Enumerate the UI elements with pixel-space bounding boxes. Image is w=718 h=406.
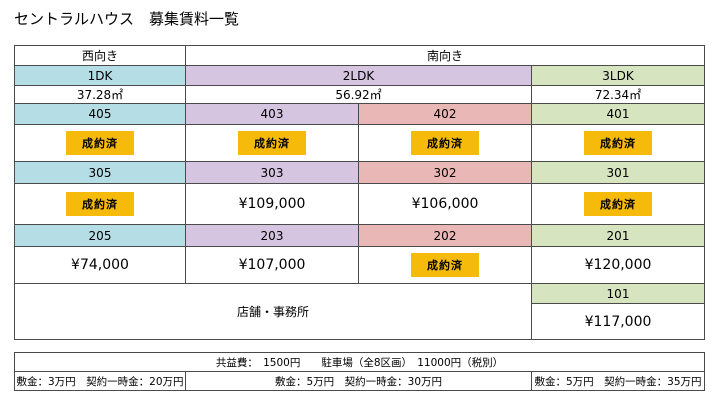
type-1dk: 1DK bbox=[14, 65, 186, 86]
deposit-3ldk: 敷金：5万円 契約一時金：35万円 bbox=[531, 371, 705, 391]
unit-403: 403 bbox=[185, 103, 359, 125]
unit-203: 203 bbox=[185, 224, 359, 247]
area-3ldk: 72.34㎡ bbox=[531, 85, 705, 104]
unit-201: 201 bbox=[531, 224, 705, 247]
contracted-badge: 成約済 bbox=[66, 131, 134, 155]
area-2ldk: 56.92㎡ bbox=[185, 85, 532, 104]
type-2ldk: 2LDK bbox=[185, 65, 532, 86]
contracted-badge: 成約済 bbox=[238, 131, 306, 155]
unit-402-status: 成約済 bbox=[358, 124, 532, 162]
unit-305-status: 成約済 bbox=[14, 183, 186, 225]
header-south: 南向き bbox=[185, 45, 705, 66]
contracted-badge: 成約済 bbox=[411, 253, 479, 277]
unit-101-price: ¥117,000 bbox=[531, 303, 705, 340]
unit-301-status: 成約済 bbox=[531, 183, 705, 225]
contracted-badge: 成約済 bbox=[584, 131, 652, 155]
fees-info: 共益費： 1500円 駐車場（全8区画） 11000円（税別） bbox=[14, 352, 705, 372]
unit-202-status: 成約済 bbox=[358, 246, 532, 284]
unit-302-price: ¥106,000 bbox=[358, 183, 532, 225]
unit-301: 301 bbox=[531, 161, 705, 184]
unit-202: 202 bbox=[358, 224, 532, 247]
area-1dk: 37.28㎡ bbox=[14, 85, 186, 104]
type-3ldk: 3LDK bbox=[531, 65, 705, 86]
unit-405: 405 bbox=[14, 103, 186, 125]
unit-305: 305 bbox=[14, 161, 186, 184]
contracted-badge: 成約済 bbox=[411, 131, 479, 155]
unit-205: 205 bbox=[14, 224, 186, 247]
unit-302: 302 bbox=[358, 161, 532, 184]
unit-401: 401 bbox=[531, 103, 705, 125]
unit-402: 402 bbox=[358, 103, 532, 125]
header-west: 西向き bbox=[14, 45, 186, 66]
deposit-1dk: 敷金：3万円 契約一時金：20万円 bbox=[14, 371, 186, 391]
unit-203-price: ¥107,000 bbox=[185, 246, 359, 284]
deposit-2ldk: 敷金：5万円 契約一時金：30万円 bbox=[185, 371, 532, 391]
unit-303-price: ¥109,000 bbox=[185, 183, 359, 225]
unit-403-status: 成約済 bbox=[185, 124, 359, 162]
unit-401-status: 成約済 bbox=[531, 124, 705, 162]
unit-405-status: 成約済 bbox=[14, 124, 186, 162]
store-office: 店舗・事務所 bbox=[14, 283, 532, 340]
contracted-badge: 成約済 bbox=[66, 192, 134, 216]
contracted-badge: 成約済 bbox=[584, 192, 652, 216]
unit-201-price: ¥120,000 bbox=[531, 246, 705, 284]
unit-205-price: ¥74,000 bbox=[14, 246, 186, 284]
unit-101: 101 bbox=[531, 283, 705, 304]
unit-303: 303 bbox=[185, 161, 359, 184]
page-title: セントラルハウス 募集賃料一覧 bbox=[14, 10, 240, 28]
